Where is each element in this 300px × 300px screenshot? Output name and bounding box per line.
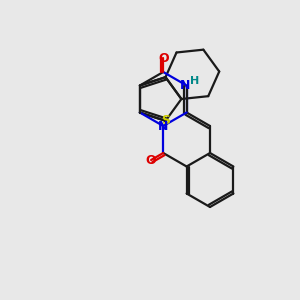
Text: H: H — [190, 76, 199, 86]
Text: N: N — [158, 119, 168, 133]
Text: O: O — [158, 52, 169, 64]
Text: N: N — [179, 79, 190, 92]
Text: O: O — [146, 154, 156, 166]
Text: S: S — [161, 114, 170, 127]
